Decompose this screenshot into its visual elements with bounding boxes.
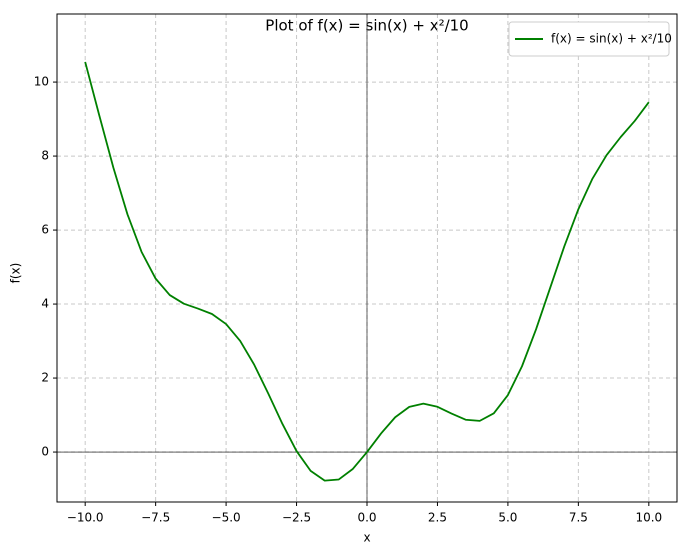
y-tick-label: 8 <box>41 149 49 163</box>
y-axis-label: f(x) <box>9 263 23 284</box>
y-tick-label: 6 <box>41 223 49 237</box>
y-tick-label: 10 <box>34 75 49 89</box>
y-tick-label: 0 <box>41 445 49 459</box>
line <box>84 61 650 482</box>
x-tick-label: −7.5 <box>141 511 170 525</box>
x-tick-label: 2.5 <box>428 511 447 525</box>
plot-frame <box>56 13 678 503</box>
x-axis-label: x <box>363 531 370 545</box>
y-tick-label: 2 <box>41 371 49 385</box>
x-tick-label: 10.0 <box>635 511 662 525</box>
x-tick-label: 0.0 <box>357 511 376 525</box>
x-tick-label: 7.5 <box>569 511 588 525</box>
y-tick-label: 4 <box>41 297 49 311</box>
x-tick-label: −10.0 <box>67 511 104 525</box>
legend-box <box>508 21 670 57</box>
x-tick-label: 5.0 <box>498 511 517 525</box>
x-tick-label: −2.5 <box>282 511 311 525</box>
x-tick-label: −5.0 <box>212 511 241 525</box>
legend-label: f(x) = sin(x) + x²/10 <box>551 32 672 46</box>
